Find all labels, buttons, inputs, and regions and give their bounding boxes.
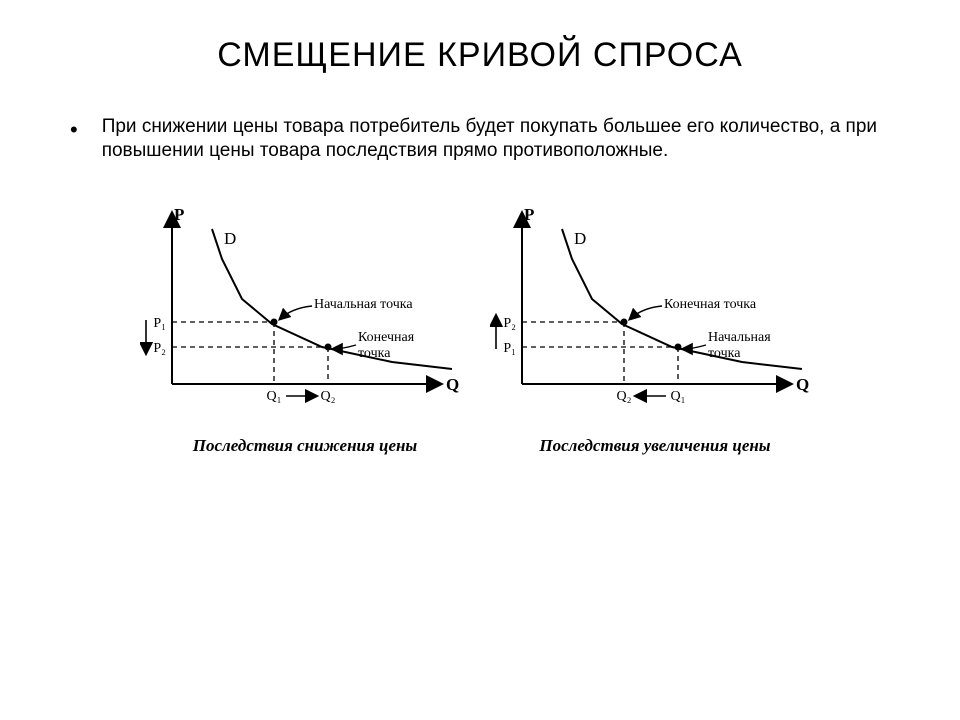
svg-text:Q₂: Q₂	[321, 389, 336, 404]
svg-text:P₂: P₂	[503, 316, 516, 331]
svg-text:Q₂: Q₂	[617, 389, 632, 404]
left-caption: Последствия снижения цены	[193, 436, 417, 456]
svg-text:точка: точка	[708, 346, 741, 361]
right-chart-wrap: PQDP₂P₁Q₂Q₁Конечная точкаНачальнаяточка …	[490, 204, 820, 456]
charts-row: PQDP₁P₂Q₁Q₂Начальная точкаКонечнаяточка …	[0, 204, 960, 456]
svg-text:P: P	[174, 205, 184, 224]
svg-text:D: D	[574, 229, 586, 248]
svg-text:Q: Q	[796, 375, 809, 394]
bullet-item: • При снижении цены товара потребитель б…	[0, 95, 960, 174]
svg-text:точка: точка	[358, 346, 391, 361]
svg-text:P₂: P₂	[153, 341, 166, 356]
svg-text:Q: Q	[446, 375, 459, 394]
left-chart-wrap: PQDP₁P₂Q₁Q₂Начальная точкаКонечнаяточка …	[140, 204, 470, 456]
svg-text:Конечная: Конечная	[358, 330, 415, 345]
bullet-text: При снижении цены товара потребитель буд…	[102, 115, 900, 164]
right-chart: P Q D P₂ P₁ Q₂ Q₁ Конечная точка Начальнаяточка	[490, 204, 820, 424]
svg-text:D: D	[224, 229, 236, 248]
svg-text:P₁: P₁	[153, 316, 166, 331]
svg-text:Начальная: Начальная	[708, 330, 771, 345]
slide-title: СМЕЩЕНИЕ КРИВОЙ СПРОСА	[0, 0, 960, 95]
bullet-marker: •	[70, 115, 78, 141]
svg-text:Q₁: Q₁	[267, 389, 282, 404]
svg-text:Q₁: Q₁	[671, 389, 686, 404]
slide: СМЕЩЕНИЕ КРИВОЙ СПРОСА • При снижении це…	[0, 0, 960, 720]
left-chart: P Q D P₁ P₂ Q₁ Q₂ Начальная точка Конечнаяточка	[140, 204, 470, 424]
svg-text:Конечная точка: Конечная точка	[664, 297, 757, 312]
right-caption: Последствия увеличения цены	[539, 436, 770, 456]
svg-text:P: P	[524, 205, 534, 224]
svg-text:P₁: P₁	[503, 341, 516, 356]
svg-text:Начальная точка: Начальная точка	[314, 297, 413, 312]
